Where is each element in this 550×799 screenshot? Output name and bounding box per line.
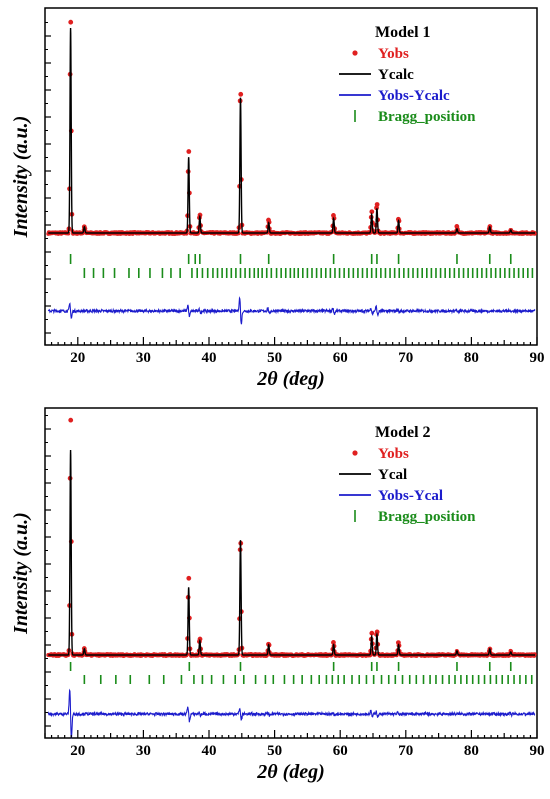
series-ycalc-line	[48, 27, 536, 234]
bragg-row-1	[69, 254, 512, 264]
series-difference-line	[47, 688, 536, 739]
y-axis	[45, 22, 51, 334]
yobs-point	[369, 630, 375, 636]
x-tick-label: 40	[202, 743, 217, 759]
yobs-point	[68, 19, 74, 25]
y-axis-title: Intensity (a.u.)	[10, 512, 32, 635]
x-tick-label: 60	[333, 743, 348, 759]
legend-title: Model 2	[375, 424, 431, 441]
legend: Yobs Ycalc Yobs-Ycalc Bragg_position	[339, 46, 476, 125]
x-tick-label: 20	[70, 350, 85, 366]
bragg-row-1	[69, 662, 512, 671]
legend-label: Bragg_position	[378, 109, 476, 125]
series-yobs	[46, 19, 537, 236]
x-axis-title: 2θ (deg)	[256, 368, 325, 390]
x-tick-label: 40	[202, 350, 217, 366]
plot-frame	[44, 407, 538, 739]
chart-panel-model-1: 20 30 40 50 60 70 80 90 2θ (deg) Intensity (a.u.)…	[10, 7, 545, 390]
yobs-point	[238, 91, 244, 97]
legend-label: Yobs	[378, 446, 409, 462]
x-tick-label: 70	[398, 350, 413, 366]
yobs-point	[374, 202, 380, 207]
x-tick-label: 50	[267, 350, 282, 366]
legend-label: Yobs-Ycalc	[378, 88, 450, 104]
legend-label: Yobs	[378, 46, 409, 62]
yobs-point	[369, 209, 375, 215]
x-tick-label: 70	[398, 743, 413, 759]
x-axis: 20 30 40 50 60 70 80 90	[44, 730, 545, 759]
legend-label: Ycal	[378, 467, 407, 483]
x-axis: 20 30 40 50 60 70 80 90	[44, 337, 545, 366]
y-axis-title: Intensity (a.u.)	[10, 116, 32, 239]
x-tick-label: 80	[464, 743, 479, 759]
legend: Yobs Ycal Yobs-Ycal Bragg_position	[339, 446, 476, 525]
legend-label: Bragg_position	[378, 509, 476, 525]
legend-marker-yobs	[352, 450, 358, 456]
series-difference-line	[47, 296, 536, 325]
x-tick-label: 50	[267, 743, 282, 759]
yobs-point	[186, 149, 192, 154]
x-axis-title: 2θ (deg)	[256, 761, 325, 783]
yobs-point	[331, 640, 336, 645]
yobs-point	[68, 417, 74, 423]
legend-title: Model 1	[375, 24, 431, 41]
x-tick-label: 80	[464, 350, 479, 366]
yobs-point	[186, 575, 192, 581]
plot-frame	[44, 7, 538, 346]
x-tick-label: 60	[333, 350, 348, 366]
x-tick-label: 90	[530, 350, 545, 366]
x-tick-label: 20	[70, 743, 85, 759]
x-tick-label: 90	[530, 743, 545, 759]
yobs-point	[374, 629, 380, 635]
chart-panel-model-2: 20 30 40 50 60 70 80 90 2θ (deg) Intensity (a.u.)…	[10, 407, 545, 783]
series-yobs	[46, 417, 537, 658]
x-tick-label: 30	[136, 743, 151, 759]
y-axis	[45, 415, 51, 727]
x-tick-label: 30	[136, 350, 151, 366]
yobs-point	[197, 636, 203, 642]
legend-label: Yobs-Ycal	[378, 488, 443, 504]
legend-marker-yobs	[352, 50, 358, 56]
legend-label: Ycalc	[378, 67, 414, 83]
series-ycalc-line	[48, 449, 536, 656]
bragg-row-2	[83, 268, 534, 278]
bragg-row-2	[83, 675, 533, 684]
